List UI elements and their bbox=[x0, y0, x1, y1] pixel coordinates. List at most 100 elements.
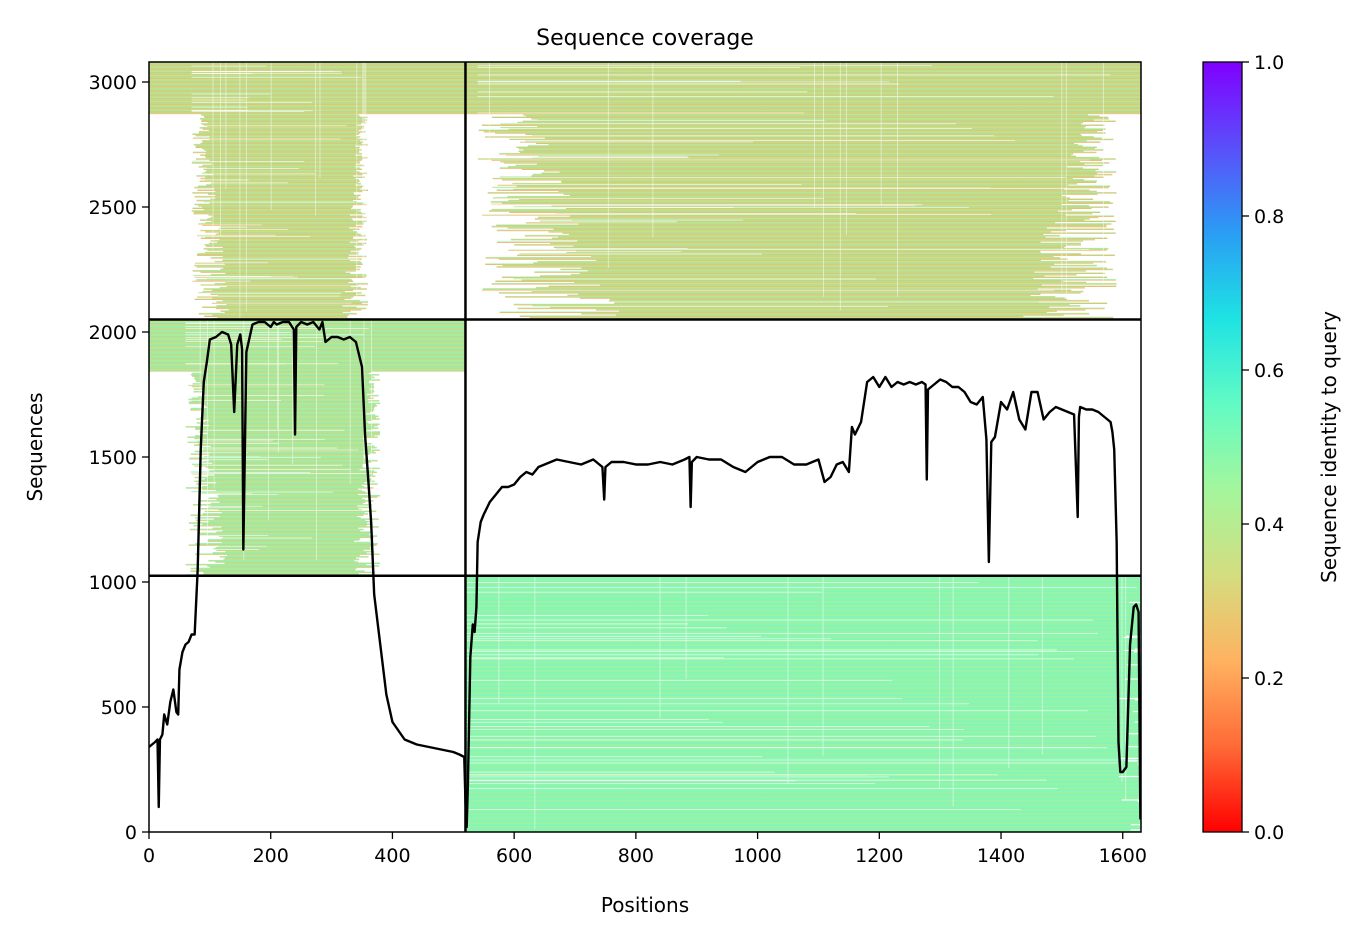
coverage-row bbox=[208, 475, 376, 477]
coverage-row bbox=[208, 467, 380, 470]
coverage-row bbox=[210, 293, 357, 295]
y-tick-label: 2000 bbox=[89, 322, 137, 344]
gap-row bbox=[185, 456, 321, 458]
x-axis-label: Positions bbox=[601, 893, 689, 917]
coverage-row bbox=[189, 457, 365, 459]
coverage-row bbox=[532, 156, 1100, 159]
coverage-row bbox=[465, 63, 1141, 65]
coverage-row bbox=[481, 124, 1105, 126]
coverage-row bbox=[226, 554, 360, 557]
coverage-row bbox=[223, 250, 351, 252]
coverage-row bbox=[465, 725, 1141, 727]
coverage-row bbox=[202, 411, 370, 414]
coverage-row bbox=[199, 117, 366, 120]
coverage-row bbox=[501, 202, 1113, 204]
gap-row bbox=[465, 735, 1097, 737]
coverage-row bbox=[204, 478, 372, 480]
coverage-row bbox=[149, 91, 466, 94]
coverage-row bbox=[198, 185, 364, 187]
coverage-row bbox=[198, 396, 371, 398]
gap-row bbox=[477, 248, 688, 249]
coverage-row bbox=[208, 129, 359, 131]
coverage-row bbox=[204, 155, 362, 157]
coverage-row bbox=[465, 786, 1141, 788]
coverage-row bbox=[149, 337, 466, 340]
coverage-row bbox=[149, 65, 466, 68]
coverage-row bbox=[465, 84, 1141, 86]
coverage-row bbox=[222, 530, 361, 532]
coverage-row bbox=[553, 228, 1114, 230]
coverage-row bbox=[199, 381, 370, 384]
gap-row bbox=[465, 638, 832, 640]
gap-row bbox=[465, 698, 903, 699]
coverage-row bbox=[219, 238, 368, 241]
gap-column bbox=[880, 62, 882, 206]
coverage-row bbox=[204, 251, 359, 254]
coverage-row bbox=[519, 141, 1101, 143]
coverage-row bbox=[498, 258, 1068, 260]
gap-row bbox=[191, 110, 305, 112]
coverage-row bbox=[491, 116, 1109, 118]
gap-row bbox=[477, 219, 744, 221]
y-tick-label: 1000 bbox=[89, 572, 137, 594]
coverage-row bbox=[201, 433, 380, 436]
coverage-row bbox=[221, 526, 379, 528]
gap-row bbox=[477, 251, 682, 252]
coverage-row bbox=[216, 305, 343, 307]
coverage-row bbox=[222, 246, 356, 248]
coverage-row bbox=[496, 189, 1090, 191]
coverage-row bbox=[525, 221, 1056, 224]
gap-row bbox=[477, 140, 1016, 141]
gap-row bbox=[465, 679, 892, 681]
gap-row bbox=[465, 809, 1021, 810]
gap-row bbox=[191, 110, 313, 112]
coverage-row bbox=[195, 146, 360, 148]
coverage-row bbox=[149, 80, 466, 82]
coverage-row bbox=[217, 316, 348, 319]
coverage-row bbox=[211, 163, 356, 165]
coverage-row bbox=[204, 149, 362, 151]
coverage-row bbox=[197, 253, 359, 255]
coverage-row bbox=[212, 314, 349, 316]
coverage-row bbox=[196, 440, 365, 442]
coverage-row bbox=[192, 463, 363, 466]
coverage-row bbox=[483, 130, 1098, 133]
coverage-row bbox=[207, 565, 380, 567]
coverage-line bbox=[149, 320, 1141, 829]
coverage-row bbox=[209, 202, 364, 204]
coverage-row bbox=[500, 160, 1081, 163]
coverage-row bbox=[149, 108, 466, 111]
coverage-row bbox=[492, 197, 1071, 199]
coverage-row bbox=[465, 103, 1141, 105]
coverage-row bbox=[149, 362, 466, 364]
coverage-row bbox=[196, 199, 353, 202]
coverage-row bbox=[190, 374, 380, 376]
coverage-row bbox=[205, 231, 358, 233]
coverage-row bbox=[500, 127, 1085, 129]
coverage-row bbox=[465, 82, 1141, 85]
coverage-row bbox=[465, 690, 1141, 692]
coverage-row bbox=[149, 352, 466, 354]
coverage-row bbox=[202, 128, 362, 130]
coverage-row bbox=[507, 166, 1068, 168]
coverage-row bbox=[218, 228, 360, 230]
coverage-row bbox=[149, 370, 466, 372]
coverage-row bbox=[568, 233, 1044, 235]
coverage-row bbox=[149, 353, 466, 355]
gap-row bbox=[191, 201, 356, 203]
coverage-row bbox=[465, 577, 1141, 579]
coverage-row bbox=[201, 492, 370, 494]
coverage-row bbox=[465, 684, 1141, 687]
coverage-row bbox=[200, 237, 354, 239]
coverage-row bbox=[465, 72, 1141, 74]
coverage-row bbox=[149, 332, 466, 334]
coverage-row bbox=[465, 617, 1141, 619]
gap-column bbox=[845, 62, 847, 236]
gap-row bbox=[465, 771, 775, 773]
coverage-row bbox=[211, 181, 359, 183]
gap-column bbox=[939, 575, 941, 789]
coverage-row bbox=[205, 236, 354, 238]
coverage-row bbox=[465, 727, 1141, 730]
coverage-row bbox=[191, 210, 359, 212]
coverage-row bbox=[149, 63, 466, 65]
